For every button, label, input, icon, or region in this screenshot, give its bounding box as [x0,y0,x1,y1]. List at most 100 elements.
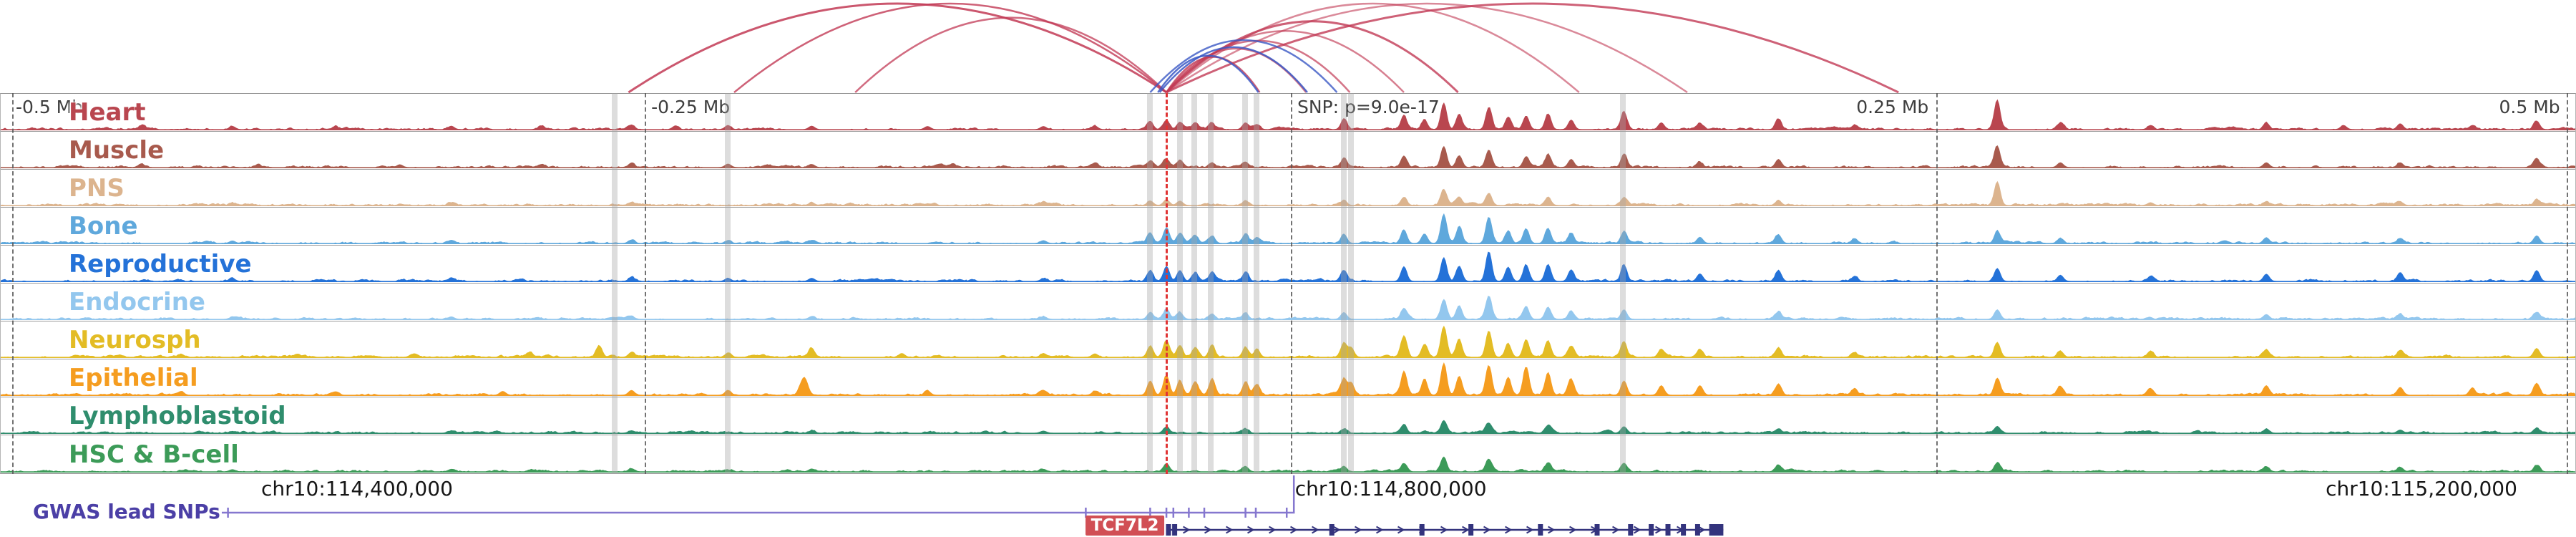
gwas-and-gene-annotation [221,475,1724,536]
track-label-pns: PNS [69,174,125,203]
annotation-panel: chr10:114,400,000 chr10:114,800,000 chr1… [0,474,2576,537]
gene-strand-arrow [1269,526,1277,534]
gwas-snp-tick [1172,508,1175,518]
gene-strand-arrow [1247,526,1255,534]
gene-strand-arrow [1397,526,1405,534]
gwas-snp-tick [1085,508,1087,518]
track-label-neurosph: Neurosph [69,326,201,354]
signal-path [1,251,2575,283]
chromatin-interaction-arcs [628,2,1899,93]
signal-track-reproductive: Reproductive [1,246,2575,284]
gene-exon [1172,524,1178,536]
interaction-arc-red [1166,20,1459,93]
signal-area-hsc-b-cell [1,456,2575,473]
gene-exon [1538,524,1543,536]
interaction-arc-red [1166,2,1899,93]
gwas-snp-tick [1203,508,1206,518]
signal-path [1,295,2575,321]
track-label-muscle: Muscle [69,136,165,165]
gene-exon [1419,524,1425,536]
track-label-hsc-b-cell: HSC & B-cell [69,440,239,469]
signal-path [1,180,2575,207]
signal-track-heart: Heart [1,94,2575,132]
gwas-snp-tick [1244,508,1246,518]
signal-track-epithelial: Epithelial [1,359,2575,397]
gene-strand-arrow [1204,526,1212,534]
gene-exon [1694,524,1700,536]
signal-track-bone: Bone [1,208,2575,246]
interaction-arc-blue [1157,54,1259,93]
interaction-arc-blue [1149,39,1338,93]
gwas-snp-tick [1188,508,1190,518]
signal-path [1,420,2575,435]
signal-path [1,456,2575,473]
gene-strand-arrow [1462,526,1470,534]
interaction-arc-red [1166,2,1688,93]
gene-strand-arrow [1698,526,1706,534]
signal-track-pns: PNS [1,170,2575,208]
gene-strand-arrow [1312,526,1319,534]
gene-exon [1468,524,1474,536]
gene-exon [1166,524,1171,536]
signal-area-endocrine [1,295,2575,321]
gene-strand-arrow [1483,526,1491,534]
gene-strand-arrow [1569,526,1577,534]
interaction-arc-red [1166,56,1261,93]
signal-area-muscle [1,145,2575,169]
gene-strand-arrow [1526,526,1534,534]
gene-exon [1628,524,1634,536]
track-label-bone: Bone [69,212,138,241]
gene-strand-arrow [1355,526,1362,534]
gene-strand-arrow [1376,526,1384,534]
gene-strand-arrow [1290,526,1298,534]
interaction-arc-red [854,16,1167,93]
gene-strand-arrow [1505,526,1513,534]
genomic-coordinate-left: chr10:114,400,000 [261,477,453,500]
signal-area-lymphoblastoid [1,420,2575,435]
gene-strand-arrow [1548,526,1556,534]
interaction-arc-red [1166,2,1580,93]
gene-end-exon-block [1709,524,1724,536]
gwas-lead-snps-line [221,475,1295,514]
signal-area-epithelial [1,362,2575,397]
gene-exon [1594,524,1600,536]
interaction-arc-blue [1158,46,1308,93]
gene-strand-arrow [1612,526,1620,534]
gwas-snp-tick [227,508,229,518]
gene-exon [1681,524,1687,536]
gwas-lead-snps-label: GWAS lead SNPs [33,500,220,523]
signal-track-lymphoblastoid: Lymphoblastoid [1,397,2575,435]
track-label-lymphoblastoid: Lymphoblastoid [69,402,286,430]
signal-area-neurosph [1,325,2575,359]
gwas-snp-tick [1165,508,1168,518]
signal-track-panel: Heart Muscle PNS Bone Reproductive Endocrine N… [0,93,2576,474]
gwas-snp-tick [1149,508,1151,518]
gwas-snp-tick [1254,508,1257,518]
signal-path [1,145,2575,169]
signal-track-hsc-b-cell: HSC & B-cell [1,435,2575,473]
track-label-heart: Heart [69,98,146,127]
gene-strand-arrow [1634,526,1641,534]
gene-strand-arrow [1226,526,1234,534]
gene-strand-arrow [1655,526,1663,534]
signal-path [1,99,2575,131]
signal-track-endocrine: Endocrine [1,284,2575,321]
gwas-snp-tick [1285,508,1288,518]
gene-exon [1649,524,1654,536]
track-label-epithelial: Epithelial [69,364,198,392]
genomic-coordinate-center: chr10:114,800,000 [1294,477,1487,500]
signal-path [1,213,2575,245]
signal-track-neurosph: Neurosph [1,321,2575,359]
signal-area-pns [1,180,2575,207]
signal-path [1,362,2575,397]
gene-strand-arrow [1183,526,1191,534]
gene-label-tcf7l2: TCF7L2 [1085,516,1165,536]
interaction-arc-red [628,2,1167,93]
signal-area-heart [1,99,2575,131]
track-label-reproductive: Reproductive [69,250,252,279]
gene-strand-arrow [1440,526,1448,534]
signal-area-reproductive [1,251,2575,283]
gene-exon [1665,524,1671,536]
signal-area-bone [1,213,2575,245]
